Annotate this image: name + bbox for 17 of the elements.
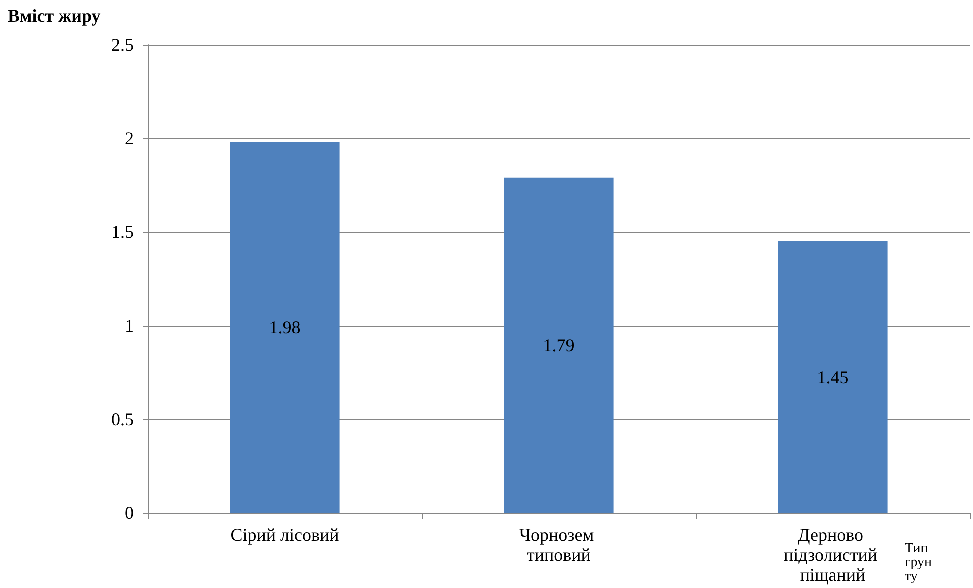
data-label: 1.45	[817, 367, 849, 388]
y-tick-label: 1	[125, 316, 134, 336]
x-tick-label: Чорнозем типовий	[519, 525, 599, 565]
y-tick-label: 0.5	[112, 409, 134, 430]
y-tick-label: 2	[125, 128, 134, 149]
data-label: 1.79	[543, 335, 575, 356]
y-axis-title: Вміст жиру	[8, 6, 101, 26]
bar	[230, 142, 340, 513]
data-label: 1.98	[269, 318, 301, 338]
x-tick-label: Дерново підзолистий піщаний	[784, 525, 882, 585]
x-axis-title: Тип грунту	[905, 542, 933, 584]
y-tick-label: 1.5	[112, 222, 134, 242]
bar	[778, 242, 888, 513]
y-tick-label: 2.5	[112, 35, 134, 55]
bar	[504, 178, 614, 513]
y-tick-label: 0	[125, 503, 134, 523]
x-tick-label: Сірий лісовий	[230, 525, 340, 545]
